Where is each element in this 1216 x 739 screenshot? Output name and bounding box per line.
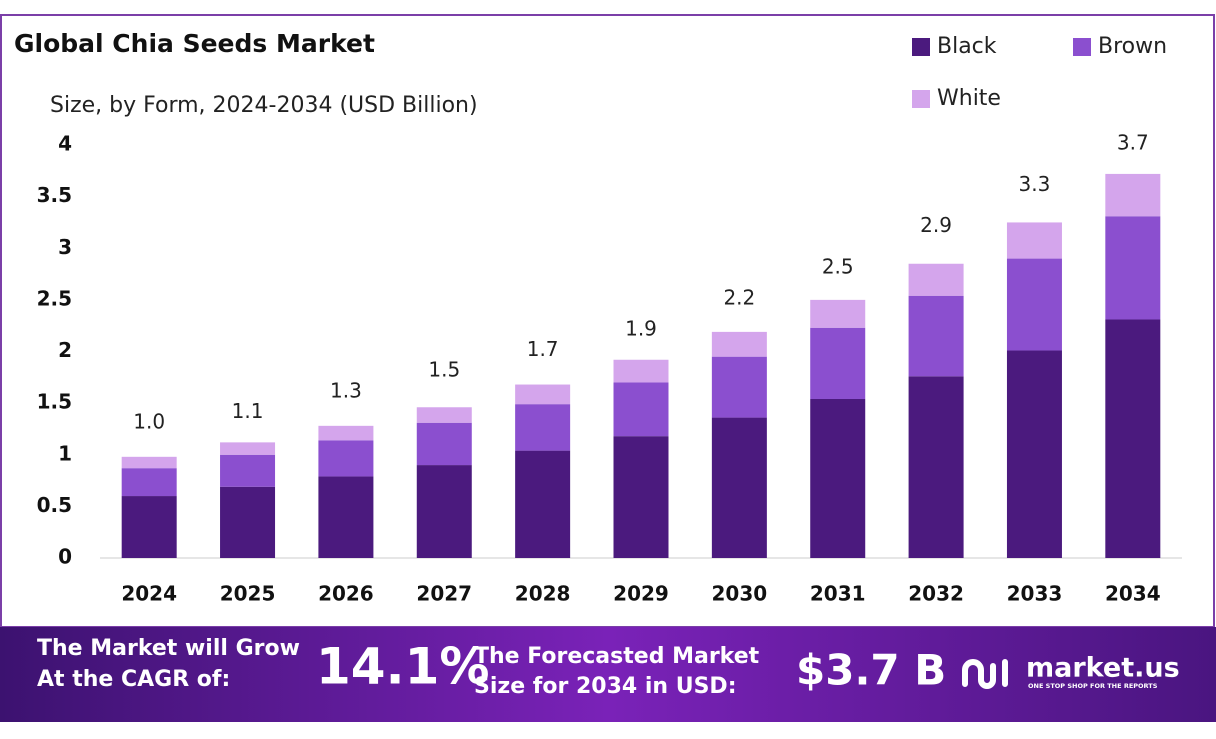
x-tick-label: 2028 <box>515 582 571 606</box>
bar-segment <box>908 295 964 377</box>
bar-segment <box>416 465 472 558</box>
footer-banner <box>0 627 1216 722</box>
footer-text: The Market will Grow <box>37 636 300 661</box>
total-label: 3.3 <box>1019 172 1051 196</box>
x-tick-label: 2024 <box>121 582 177 606</box>
bar-segment <box>416 407 472 423</box>
y-tick-label: 0 <box>58 545 72 569</box>
total-label: 1.7 <box>527 337 559 361</box>
total-label: 1.3 <box>330 378 362 402</box>
bar-segment <box>515 384 571 405</box>
bar-segment <box>416 422 472 466</box>
y-tick-label: 2 <box>58 338 72 362</box>
bar-segment <box>613 436 669 558</box>
bar-segment <box>318 440 374 477</box>
y-tick-label: 3 <box>58 235 72 259</box>
bar-segment <box>711 417 767 558</box>
total-label: 3.7 <box>1117 130 1149 154</box>
total-label: 1.0 <box>133 409 165 433</box>
bar-segment <box>220 442 276 455</box>
footer-text: Size for 2034 in USD: <box>474 674 737 699</box>
x-tick-label: 2032 <box>908 582 964 606</box>
legend-label: White <box>937 86 1001 111</box>
footer: The Market will Grow At the CAGR of: 14.… <box>37 636 1180 699</box>
bar-segment <box>908 376 964 558</box>
legend-swatch <box>912 38 930 56</box>
total-label: 2.5 <box>822 254 854 278</box>
x-tick-label: 2033 <box>1007 582 1063 606</box>
chart-title: Global Chia Seeds Market <box>14 29 375 58</box>
y-tick-label: 4 <box>58 132 72 156</box>
legend-swatch <box>912 90 930 108</box>
bar-segment <box>121 456 177 469</box>
x-tick-label: 2031 <box>810 582 866 606</box>
footer-value: 14.1% <box>316 638 489 696</box>
x-tick-label: 2025 <box>220 582 276 606</box>
bar-segment <box>1006 222 1062 259</box>
bar-segment <box>220 486 276 558</box>
y-tick-label: 1 <box>58 441 72 465</box>
bar-segment <box>121 468 177 497</box>
legend-swatch <box>1073 38 1091 56</box>
x-tick-label: 2026 <box>318 582 374 606</box>
bar-segment <box>515 450 571 558</box>
bar-segment <box>220 454 276 487</box>
x-tick-label: 2034 <box>1105 582 1161 606</box>
legend-label: Black <box>937 34 997 59</box>
bar-segment <box>318 425 374 441</box>
bar-segment <box>613 382 669 437</box>
total-label: 1.9 <box>625 316 657 340</box>
tagline: ONE STOP SHOP FOR THE REPORTS <box>1028 682 1158 690</box>
brand: market.us <box>1026 653 1180 684</box>
bar-segment <box>810 398 866 558</box>
x-tick-label: 2029 <box>613 582 669 606</box>
bar-segment <box>318 476 374 558</box>
footer-text: The Forecasted Market <box>474 644 760 669</box>
y-tick-label: 1.5 <box>37 390 72 414</box>
bar-segment <box>908 263 964 296</box>
bar-segment <box>711 356 767 418</box>
bar-segment <box>1105 319 1161 558</box>
footer-text: At the CAGR of: <box>37 667 230 692</box>
bar-segment <box>810 299 866 328</box>
y-tick-label: 0.5 <box>37 493 72 517</box>
bar-segment <box>1105 173 1161 217</box>
total-label: 1.5 <box>428 358 460 382</box>
footer-value: $3.7 B <box>796 646 946 695</box>
brand-logo <box>962 659 1008 689</box>
y-tick-label: 2.5 <box>37 286 72 310</box>
x-tick-label: 2027 <box>416 582 472 606</box>
bar-segment <box>810 327 866 399</box>
bar-segment <box>121 496 177 558</box>
bar-segment <box>613 359 669 383</box>
total-label: 2.2 <box>723 285 755 309</box>
bar-segment <box>515 404 571 451</box>
bar-segment <box>1105 216 1161 320</box>
total-label: 2.9 <box>920 213 952 237</box>
total-label: 1.1 <box>232 399 264 423</box>
legend-label: Brown <box>1098 34 1167 59</box>
bar-segment <box>1006 258 1062 351</box>
bar-segment <box>1006 350 1062 558</box>
bar-segment <box>711 331 767 357</box>
x-tick-label: 2030 <box>712 582 768 606</box>
y-tick-label: 3.5 <box>37 183 72 207</box>
chart-subtitle: Size, by Form, 2024-2034 (USD Billion) <box>50 93 478 118</box>
